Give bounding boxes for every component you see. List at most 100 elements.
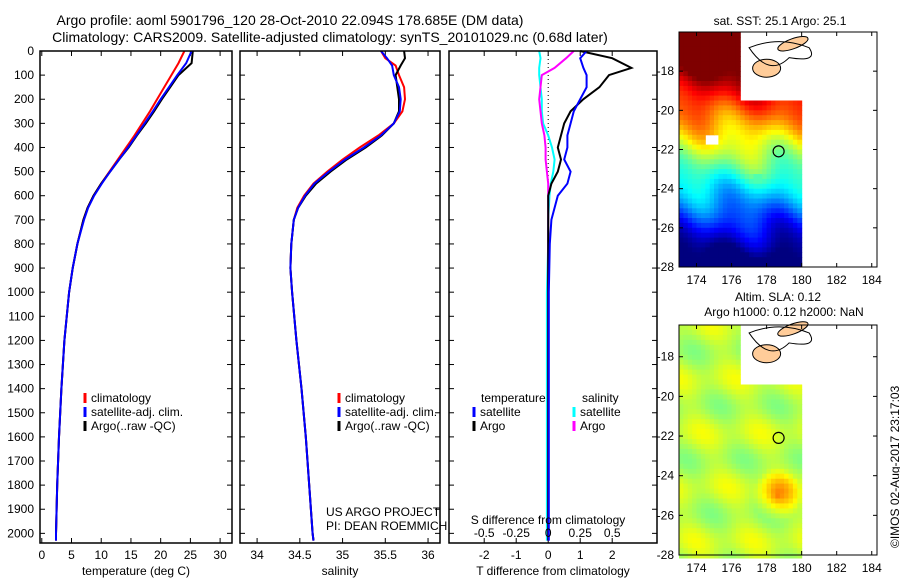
map-cell [775,174,781,180]
map-cell [757,218,763,224]
map-cell [749,193,754,199]
map-cell [700,543,706,549]
map-cell [705,81,711,87]
map-cell [705,208,711,214]
map-cell [771,129,776,136]
map-cell [744,110,750,116]
map-cell [722,389,728,395]
map-cell [718,105,724,111]
map-cell [771,164,776,170]
map-cell [718,183,724,190]
map-cell [797,169,803,175]
map-cell [700,257,706,263]
map-cell [679,149,684,155]
map-cell [797,115,803,121]
map-cell [722,41,728,48]
map-cell [792,473,798,480]
map-cell [718,174,724,180]
map-cell [700,523,706,529]
map-cell [775,242,781,248]
map-cell [700,237,706,243]
map-cell [749,174,754,180]
map-cell [762,439,768,445]
map-cell [709,61,715,67]
map-cell [679,344,684,351]
map-cell [722,222,728,229]
map-cell [775,262,781,268]
map-cell [687,483,693,490]
map-cell [740,468,746,475]
map-cell [700,453,706,460]
map-cell [757,389,763,395]
map-cell [792,134,798,141]
map-cell [762,553,768,559]
map-cell [705,232,711,239]
map-cell [679,334,684,341]
map-cell [797,389,803,395]
map-cell [762,389,768,395]
map-cell [687,115,693,121]
map-cell [709,493,715,499]
map-cell [714,100,719,106]
map-cell [735,32,741,38]
map-cell [692,120,697,126]
map-cell [740,222,746,229]
map-cell [788,252,794,258]
map-cell [696,543,702,549]
map-cell [679,134,684,141]
map-cell [714,498,719,504]
map-cell [775,394,781,400]
map-cell [692,56,697,62]
map-cell [722,434,728,440]
map-cell [714,46,719,53]
map-cell [709,543,715,549]
map-cell [753,468,759,475]
map-cell [757,528,763,534]
map-cell [740,247,746,253]
map-cell [714,359,719,366]
map-cell [775,458,781,465]
map-cell [705,41,711,48]
map-cell [683,548,689,554]
map-cell [753,478,759,485]
map-cell [705,339,711,346]
map-cell [692,458,697,465]
map-cell [705,125,711,131]
map-cell [718,218,724,224]
map-cell [797,247,803,253]
map-cell [779,503,785,509]
map-cell [696,414,702,420]
map-cell [731,66,737,72]
map-cell [714,32,719,38]
map-cell [792,198,798,204]
map-cell [705,538,711,544]
legend-title-temperature: temperature [481,391,546,405]
map-cell [735,458,741,465]
plot-frame [39,50,233,544]
map-cell [771,538,776,544]
map-cell [714,257,719,263]
map-cell [714,374,719,381]
map-cell [700,429,706,435]
map-cell [740,232,746,239]
map-cell [744,242,750,248]
map-cell [788,394,794,400]
map-cell [687,51,693,57]
map-cell [700,51,706,57]
map-cell [744,159,750,165]
map-cell [700,227,706,234]
map-cell [740,149,746,155]
map-cell [762,100,768,106]
map-cell [766,463,772,470]
map-cell [753,232,759,239]
map-cell [731,493,737,499]
map-cell [771,247,776,253]
map-cell [731,125,737,131]
map-cell [784,252,789,258]
map-cell [727,478,733,485]
map-cell [749,262,754,268]
x-tick-label: 176 [722,273,742,287]
map-cell [735,394,741,400]
map-cell [771,453,776,460]
map-cell [749,458,754,465]
